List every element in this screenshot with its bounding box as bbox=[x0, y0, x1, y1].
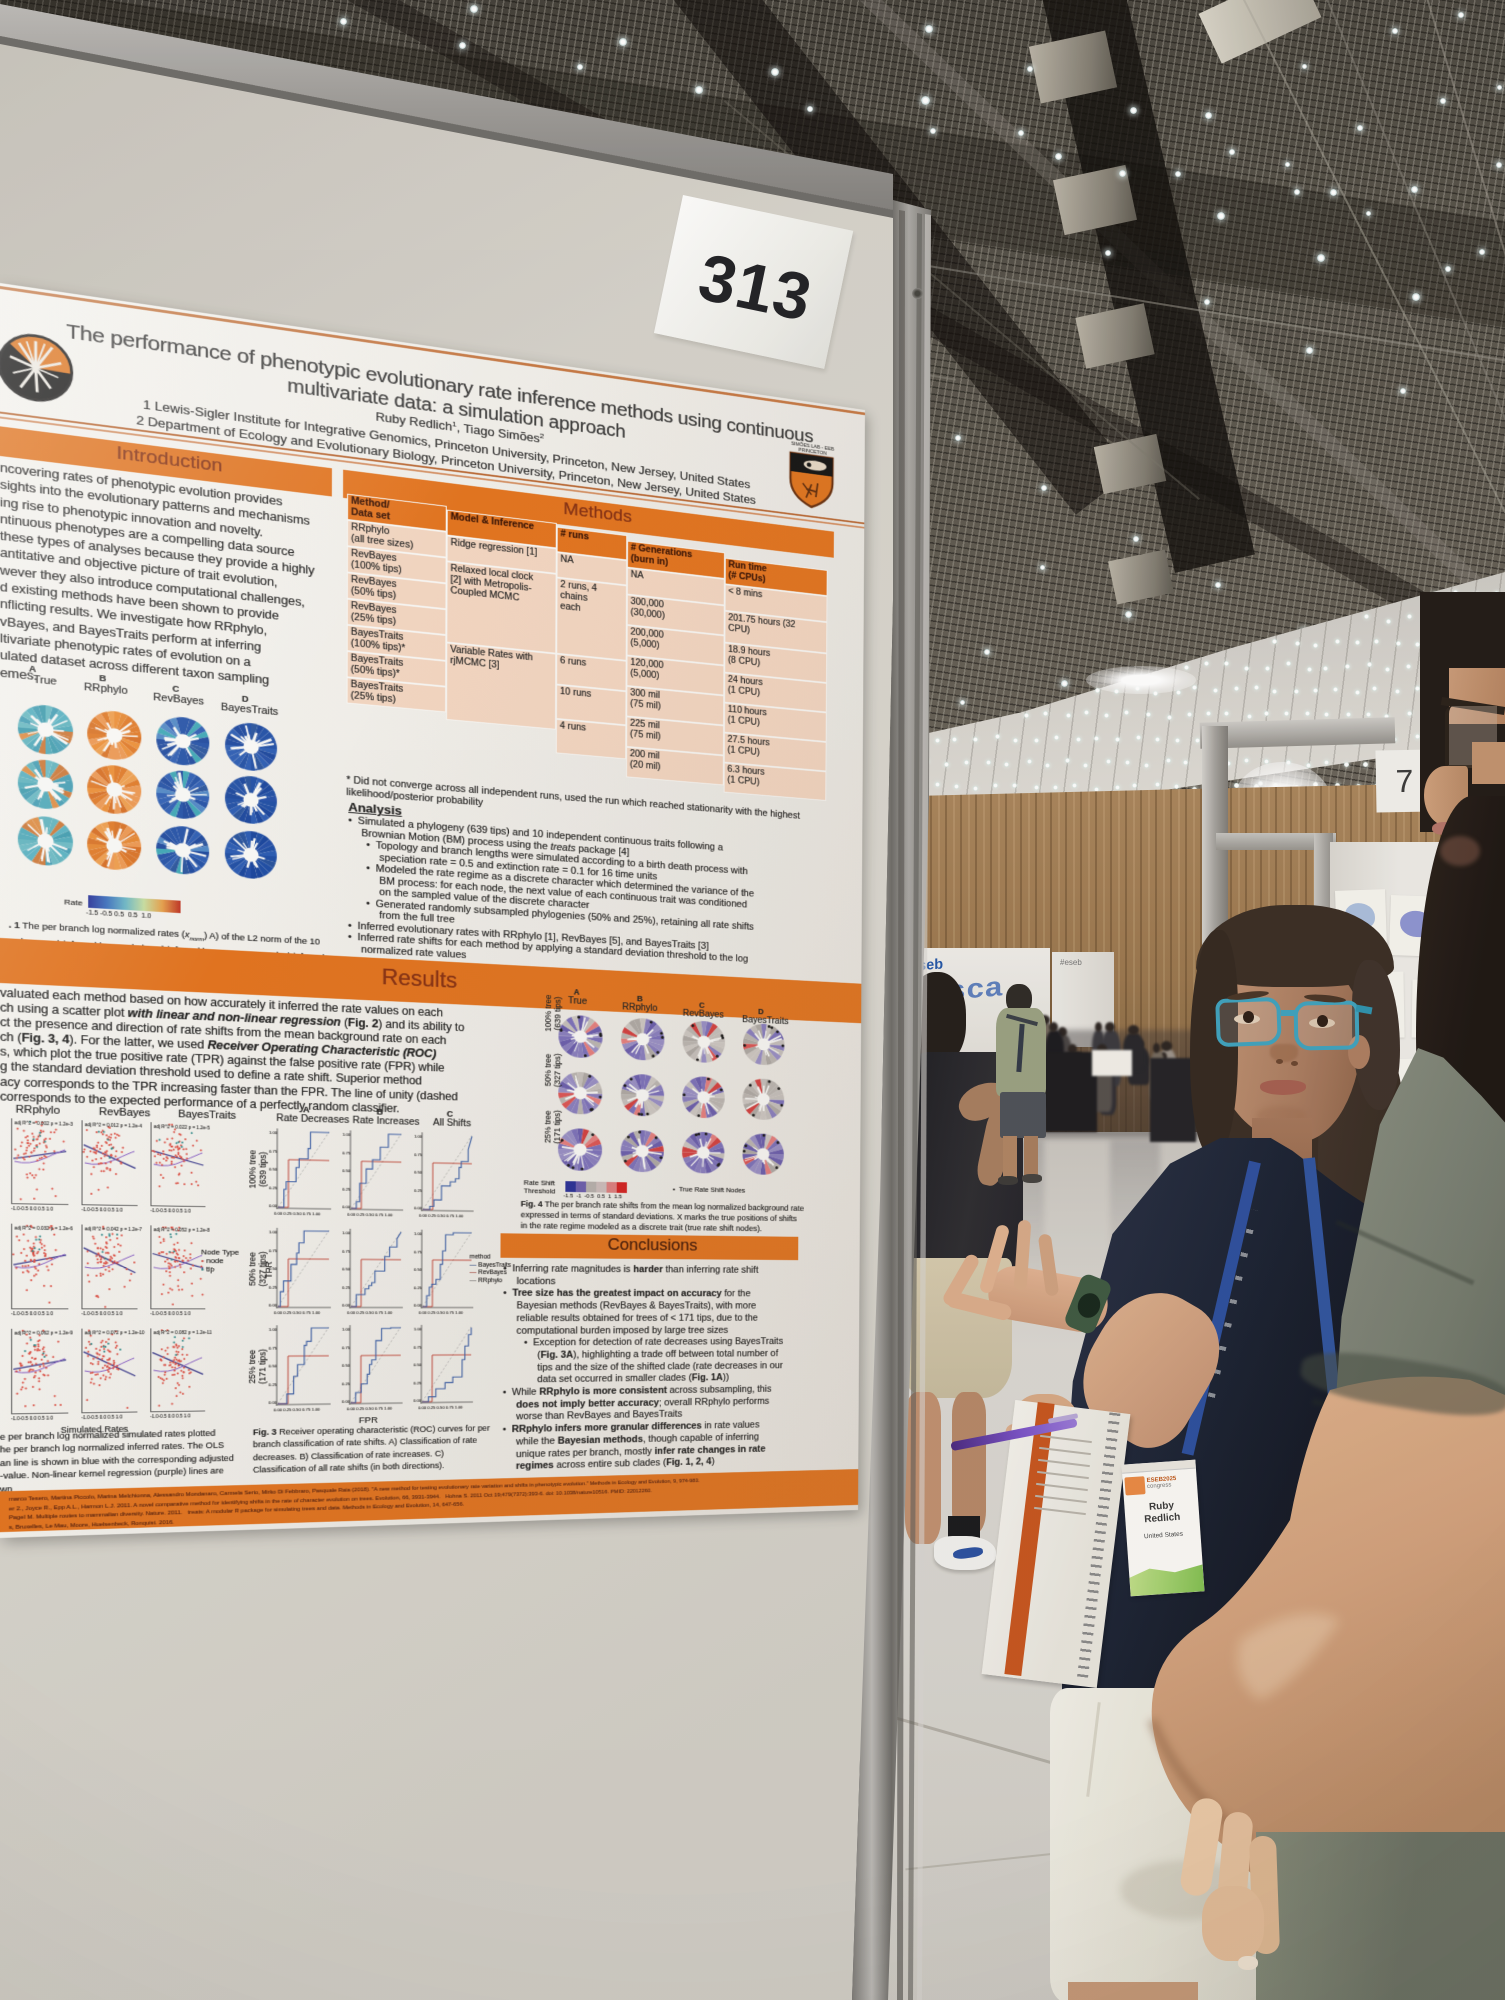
svg-text:0.00: 0.00 bbox=[414, 1206, 422, 1210]
svg-text:adj R^2 = 0.072 p = 1.2e-10: adj R^2 = 0.072 p = 1.2e-10 bbox=[85, 1331, 145, 1337]
svg-text:adj R^2 = 0.042 p = 1.2e-7: adj R^2 = 0.042 p = 1.2e-7 bbox=[85, 1227, 142, 1233]
svg-text:0.25: 0.25 bbox=[413, 1381, 421, 1385]
svg-text:adj R^2 = 0.082 p = 1.2e-11: adj R^2 = 0.082 p = 1.2e-11 bbox=[153, 1330, 212, 1336]
svg-text:1.00: 1.00 bbox=[269, 1230, 278, 1234]
svg-text:-1.0-0.5 0.0 0.5 1.0: -1.0-0.5 0.0 0.5 1.0 bbox=[11, 1206, 53, 1212]
svg-text:0.50: 0.50 bbox=[342, 1363, 351, 1367]
svg-text:adj R^2 = 0.062 p = 1.2e-9: adj R^2 = 0.062 p = 1.2e-9 bbox=[14, 1331, 73, 1337]
svg-text:-1.0-0.5 0.0 0.5 1.0: -1.0-0.5 0.0 0.5 1.0 bbox=[81, 1312, 122, 1317]
svg-text:0.00: 0.00 bbox=[413, 1398, 421, 1402]
svg-text:-1.0-0.5 0.0 0.5 1.0: -1.0-0.5 0.0 0.5 1.0 bbox=[150, 1414, 190, 1420]
svg-text:0.00 0.25 0.50 0.75 1.00: 0.00 0.25 0.50 0.75 1.00 bbox=[274, 1311, 321, 1315]
svg-text:0.50: 0.50 bbox=[414, 1363, 422, 1367]
svg-text:1.00: 1.00 bbox=[269, 1130, 278, 1135]
svg-text:0.25: 0.25 bbox=[269, 1383, 278, 1387]
svg-text:1.00: 1.00 bbox=[414, 1327, 422, 1331]
svg-text:adj R^2 = 0.022 p = 1.2e-5: adj R^2 = 0.022 p = 1.2e-5 bbox=[154, 1124, 210, 1131]
svg-text:0.00 0.25 0.50 0.75 1.00: 0.00 0.25 0.50 0.75 1.00 bbox=[347, 1212, 393, 1217]
svg-text:1.00: 1.00 bbox=[342, 1327, 351, 1331]
svg-text:0.00 0.25 0.50 0.75 1.00: 0.00 0.25 0.50 0.75 1.00 bbox=[274, 1211, 321, 1216]
svg-text:0.75: 0.75 bbox=[342, 1151, 351, 1156]
svg-text:1.00: 1.00 bbox=[342, 1132, 351, 1137]
svg-text:0.00: 0.00 bbox=[268, 1400, 277, 1404]
svg-text:0.25: 0.25 bbox=[414, 1188, 423, 1192]
svg-text:0.00: 0.00 bbox=[342, 1399, 351, 1403]
svg-text:0.25: 0.25 bbox=[342, 1382, 351, 1386]
svg-text:0.50: 0.50 bbox=[414, 1267, 422, 1271]
svg-text:-1.0-0.5 0.0 0.5 1.0: -1.0-0.5 0.0 0.5 1.0 bbox=[150, 1208, 191, 1214]
svg-text:0.75: 0.75 bbox=[414, 1153, 423, 1157]
svg-text:-1.0-0.5 0.0 0.5 1.0: -1.0-0.5 0.0 0.5 1.0 bbox=[81, 1207, 122, 1213]
svg-text:0.50: 0.50 bbox=[269, 1266, 278, 1270]
svg-text:adj R^2 = 0.032 p = 1.2e-6: adj R^2 = 0.032 p = 1.2e-6 bbox=[14, 1226, 73, 1232]
svg-text:-1.0-0.5 0.0 0.5 1.0: -1.0-0.5 0.0 0.5 1.0 bbox=[81, 1415, 122, 1421]
svg-text:1.00: 1.00 bbox=[269, 1327, 278, 1331]
svg-text:0.75: 0.75 bbox=[342, 1249, 351, 1253]
svg-text:0.75: 0.75 bbox=[269, 1346, 278, 1350]
svg-text:0.50: 0.50 bbox=[414, 1170, 423, 1174]
svg-text:0.25: 0.25 bbox=[342, 1285, 351, 1289]
svg-text:0.00 0.25 0.50 0.75 1.00: 0.00 0.25 0.50 0.75 1.00 bbox=[347, 1311, 393, 1315]
svg-text:0.25: 0.25 bbox=[342, 1187, 351, 1191]
svg-text:0.00: 0.00 bbox=[269, 1303, 278, 1307]
svg-text:0.00 0.25 0.50 0.75 1.00: 0.00 0.25 0.50 0.75 1.00 bbox=[274, 1407, 321, 1412]
svg-text:adj R^2 = 0.012 p = 1.2e-4: adj R^2 = 0.012 p = 1.2e-4 bbox=[85, 1123, 143, 1130]
svg-text:0.50: 0.50 bbox=[342, 1267, 351, 1271]
svg-text:0.00: 0.00 bbox=[269, 1204, 278, 1209]
svg-text:0.00 0.25 0.50 0.75 1.00: 0.00 0.25 0.50 0.75 1.00 bbox=[419, 1213, 464, 1218]
svg-text:adj R^2 = 0.052 p = 1.2e-8: adj R^2 = 0.052 p = 1.2e-8 bbox=[154, 1228, 210, 1234]
svg-text:0.50: 0.50 bbox=[269, 1167, 278, 1172]
svg-text:1.00: 1.00 bbox=[414, 1232, 422, 1236]
svg-text:0.75: 0.75 bbox=[414, 1250, 422, 1254]
svg-text:0.00 0.25 0.50 0.75 1.00: 0.00 0.25 0.50 0.75 1.00 bbox=[418, 1405, 463, 1410]
svg-text:0.75: 0.75 bbox=[342, 1346, 351, 1350]
svg-text:adj R^2 = 0.002 p = 1.2e-3: adj R^2 = 0.002 p = 1.2e-3 bbox=[14, 1121, 73, 1128]
svg-text:0.25: 0.25 bbox=[269, 1186, 278, 1191]
svg-text:0.00: 0.00 bbox=[342, 1205, 351, 1209]
svg-text:0.50: 0.50 bbox=[269, 1364, 278, 1368]
svg-text:1.00: 1.00 bbox=[342, 1231, 351, 1235]
svg-text:0.75: 0.75 bbox=[414, 1345, 422, 1349]
svg-text:1.00: 1.00 bbox=[414, 1134, 423, 1139]
svg-text:0.25: 0.25 bbox=[269, 1285, 278, 1289]
svg-text:0.75: 0.75 bbox=[269, 1249, 278, 1253]
svg-text:0.00 0.25 0.50 0.75 1.00: 0.00 0.25 0.50 0.75 1.00 bbox=[419, 1311, 464, 1315]
svg-text:-1.0-0.5 0.0 0.5 1.0: -1.0-0.5 0.0 0.5 1.0 bbox=[11, 1416, 53, 1422]
svg-text:0.75: 0.75 bbox=[269, 1149, 278, 1154]
svg-text:0.00: 0.00 bbox=[342, 1303, 351, 1307]
svg-text:0.50: 0.50 bbox=[342, 1169, 351, 1174]
svg-text:0.00: 0.00 bbox=[414, 1303, 422, 1307]
svg-text:0.00 0.25 0.50 0.75 1.00: 0.00 0.25 0.50 0.75 1.00 bbox=[347, 1406, 393, 1411]
svg-text:-1.0-0.5 0.0 0.5 1.0: -1.0-0.5 0.0 0.5 1.0 bbox=[150, 1311, 191, 1316]
svg-text:-1.0-0.5 0.0 0.5 1.0: -1.0-0.5 0.0 0.5 1.0 bbox=[11, 1312, 53, 1317]
svg-text:0.25: 0.25 bbox=[414, 1286, 422, 1290]
